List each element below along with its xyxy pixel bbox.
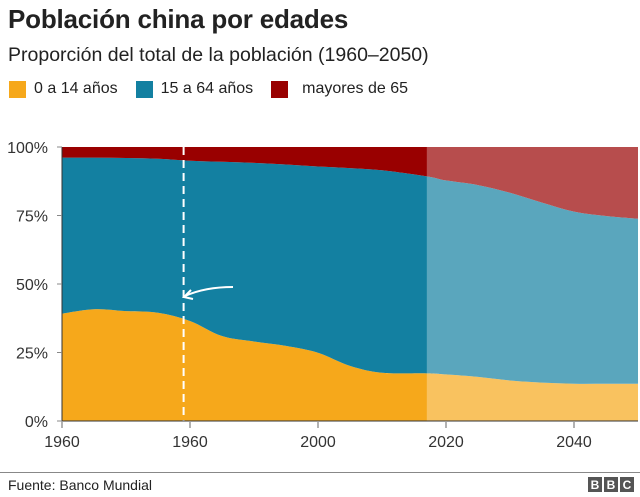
legend-label: 0 a 14 años xyxy=(34,80,118,97)
x-tick-label: 2000 xyxy=(300,434,336,451)
footer-divider xyxy=(0,472,640,473)
logo-letter: B xyxy=(604,477,618,492)
area-chart: 0% 25% 50% 75% 100% 1960 1960 2000 2020 2040 xyxy=(7,140,638,451)
x-tick-label: 1960 xyxy=(172,434,208,451)
arrow-head-icon xyxy=(182,289,194,300)
legend-item-old: mayores de 65 xyxy=(271,80,408,98)
y-tick-label: 25% xyxy=(16,346,48,363)
area-working xyxy=(62,157,638,384)
area-old xyxy=(62,147,638,219)
x-tick-label: 1960 xyxy=(44,434,80,451)
logo-letter: B xyxy=(588,477,602,492)
source-note: Fuente: Banco Mundial xyxy=(8,477,152,493)
legend-item-working: 15 a 64 años xyxy=(135,80,254,98)
legend-item-young: 0 a 14 años xyxy=(9,80,118,98)
chart-title: Población china por edades xyxy=(8,4,349,34)
y-tick-label: 75% xyxy=(16,209,48,226)
legend-swatch-young xyxy=(9,80,26,98)
y-tick-label: 100% xyxy=(7,140,48,157)
chart-subtitle: Proporción del total de la población (19… xyxy=(8,44,429,66)
legend: 0 a 14 años 15 a 64 años mayores de 65 xyxy=(9,80,426,98)
x-tick-label: 2040 xyxy=(556,434,592,451)
x-tick-label: 2020 xyxy=(428,434,464,451)
area-young xyxy=(62,309,638,421)
y-tick-label: 0% xyxy=(25,414,48,431)
arrow-icon xyxy=(184,286,234,297)
legend-swatch-old xyxy=(271,80,289,98)
legend-label: 15 a 64 años xyxy=(160,80,254,97)
bbc-logo: B B C xyxy=(588,477,634,492)
legend-label: mayores de 65 xyxy=(302,80,408,97)
logo-letter: C xyxy=(620,477,634,492)
projection-overlay xyxy=(426,147,638,421)
y-tick-label: 50% xyxy=(16,277,48,294)
legend-swatch-working xyxy=(135,80,153,98)
